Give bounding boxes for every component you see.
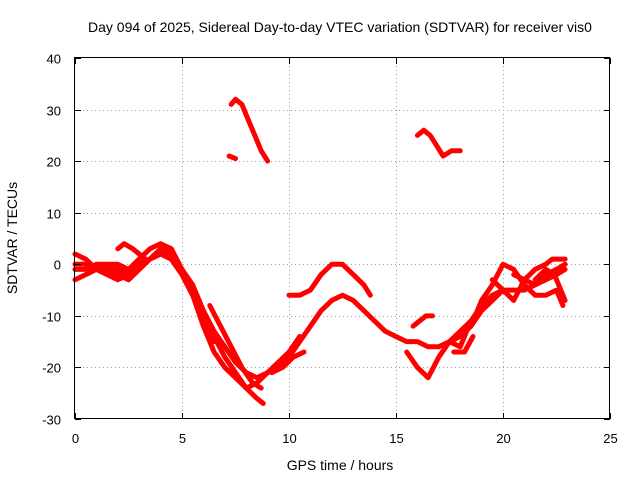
series-line-track-i [414, 127, 463, 159]
y-tick-label: -30 [42, 413, 61, 428]
x-tick-label: 25 [603, 431, 617, 446]
series-line-track-o [511, 266, 568, 288]
plot-frame [74, 57, 610, 419]
series-line-track-r [269, 349, 307, 376]
y-tick-label: 20 [47, 155, 61, 170]
series-line-track-k [410, 313, 435, 329]
y-axis-label: SDTVAR / TECUs [4, 182, 20, 294]
series-line-track-d [72, 251, 217, 345]
series-line-track-h [226, 153, 238, 162]
series-line-track-j [404, 287, 506, 381]
y-tick-label: 40 [47, 52, 61, 67]
x-tick-label: 20 [496, 431, 510, 446]
x-tick-label: 15 [389, 431, 403, 446]
x-tick-label: 0 [72, 431, 79, 446]
series-line-track-c [72, 241, 303, 381]
y-tick-label: -20 [42, 361, 61, 376]
x-tick-label: 10 [282, 431, 296, 446]
data-series [72, 96, 568, 406]
y-tick-label: 30 [47, 104, 61, 119]
axis-ticks [75, 58, 611, 420]
x-tick-label: 5 [179, 431, 186, 446]
series-line-track-m [451, 334, 476, 355]
series-line-track-p [532, 266, 568, 303]
series-line-track-g [228, 96, 271, 164]
chart-title: Day 094 of 2025, Sidereal Day-to-day VTE… [88, 19, 592, 35]
y-tick-label: 0 [54, 258, 61, 273]
series-line-track-e [115, 241, 149, 262]
tick-labels: 0 5 10 15 20 25 -30 -20 -10 0 10 20 30 40 [42, 52, 618, 447]
y-tick-label: 10 [47, 207, 61, 222]
x-axis-label: GPS time / hours [287, 457, 394, 473]
series-line-track-l [447, 261, 566, 350]
gridlines [75, 58, 610, 419]
series-line-track-f [286, 261, 373, 298]
series-line-track-n [489, 256, 568, 303]
series-line-track-q [207, 303, 264, 391]
y-tick-label: -10 [42, 310, 61, 325]
